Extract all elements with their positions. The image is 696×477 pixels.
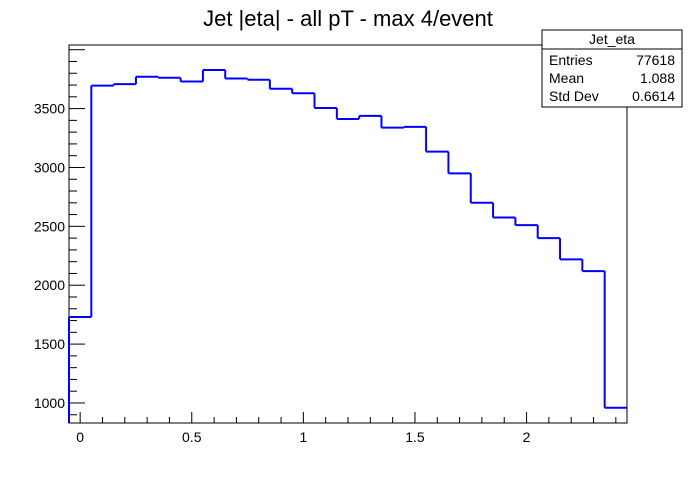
y-tick-label: 1000 (34, 395, 65, 411)
stats-box: Jet_eta Entries 77618 Mean 1.088 Std Dev… (541, 29, 683, 108)
x-axis: 0 0.5 1 1.5 2 (76, 412, 617, 445)
y-tick-label: 3500 (34, 101, 65, 117)
y-tick-label: 1500 (34, 336, 65, 352)
stats-box-frame (541, 29, 683, 108)
stats-entries-label: Entries (549, 52, 593, 68)
stats-mean-value: 1.088 (640, 70, 675, 86)
stats-entries-value: 77618 (636, 52, 675, 68)
chart-title: Jet |eta| - all pT - max 4/event (203, 6, 493, 31)
y-axis: 1000 1500 2000 2500 3000 3500 (34, 49, 85, 416)
plot-frame (68, 44, 628, 424)
histogram-layer (68, 68, 627, 423)
x-tick-label: 2 (523, 429, 531, 445)
x-tick-label: 1 (299, 429, 307, 445)
y-tick-label: 3000 (34, 159, 65, 175)
y-tick-label: 2500 (34, 218, 65, 234)
x-tick-label: 1.5 (405, 429, 425, 445)
y-tick-label: 2000 (34, 277, 65, 293)
x-tick-label: 0 (76, 429, 84, 445)
stats-box-title: Jet_eta (589, 31, 635, 47)
stats-mean-label: Mean (549, 70, 584, 86)
stats-stddev-label: Std Dev (549, 88, 599, 104)
stats-stddev-value: 0.6614 (632, 88, 675, 104)
x-tick-label: 0.5 (182, 429, 202, 445)
